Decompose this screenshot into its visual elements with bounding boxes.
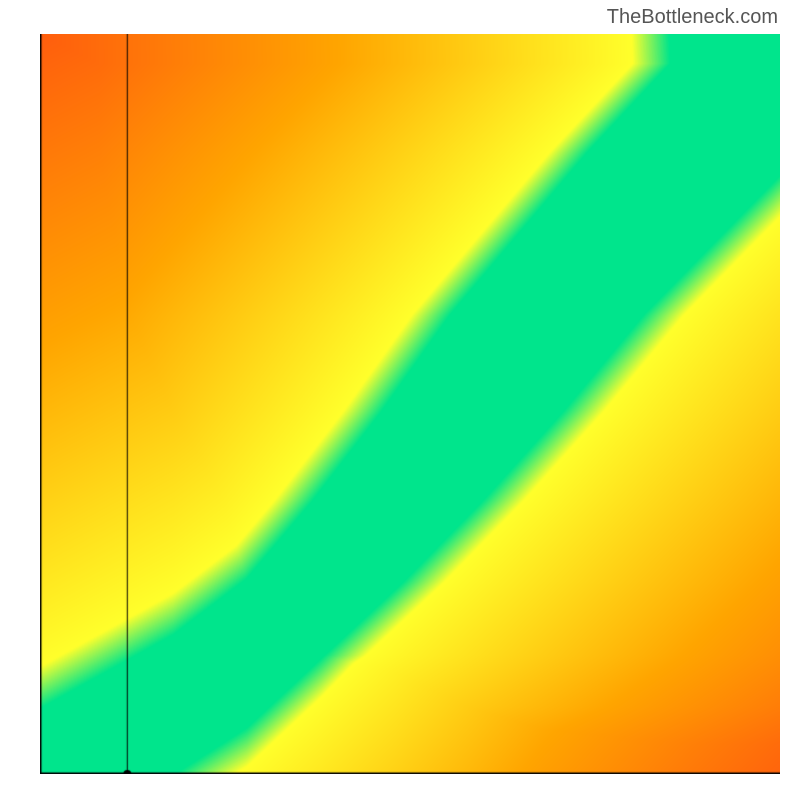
heatmap-plot (40, 34, 780, 774)
heatmap-canvas (40, 34, 780, 774)
watermark-text: TheBottleneck.com (607, 6, 778, 29)
